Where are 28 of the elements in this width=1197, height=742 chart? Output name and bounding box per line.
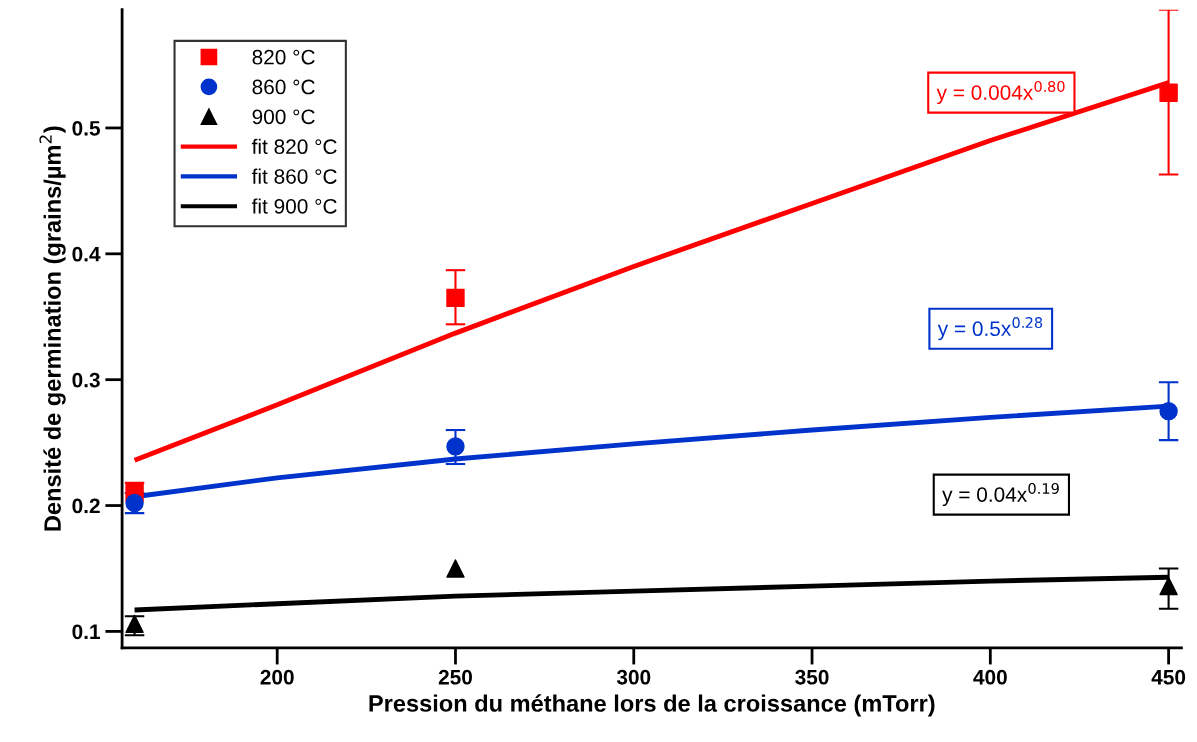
legend-label: fit 820 °C [251, 138, 337, 155]
y-tick-label: 0.3 [72, 372, 100, 388]
y-tick-label: 0.4 [72, 246, 101, 262]
x-tick-label: 400 [973, 669, 1007, 685]
x-tick-label: 350 [795, 669, 829, 685]
y-tick-label: 0.5 [72, 120, 100, 136]
y-tick-label: 0.1 [72, 624, 100, 640]
point [446, 437, 465, 456]
x-tick-label: 450 [1151, 669, 1186, 685]
point [1159, 576, 1178, 596]
x-tick-label: 300 [616, 669, 651, 685]
legend-label: 900 °C [252, 109, 315, 125]
point [446, 288, 465, 308]
legend-label: 820 °C [252, 49, 315, 65]
legend-label: fit 900 °C [251, 198, 337, 214]
x-tick-label: 250 [438, 669, 473, 685]
point [1159, 83, 1178, 102]
legend-label: fit 860 °C [251, 168, 337, 184]
annotation: y = 0.04x$^{0.19}$ [942, 482, 1059, 507]
annotation: y = 0.004x$^{0.80}$ [936, 80, 1065, 105]
x-tick-label: 200 [260, 669, 294, 685]
point [446, 559, 465, 578]
x-axis-title: Pression du méthane lors de la croissance (mTorr) [369, 694, 935, 717]
y-tick-label: 0.2 [72, 498, 100, 514]
legend-label: 860 °C [252, 79, 315, 95]
annotation: y = 0.5x$^{0.28}$ [937, 317, 1043, 341]
y-axis-title: Densité de germination (grains/µm$^{2}$) [39, 126, 66, 531]
point [1159, 401, 1178, 421]
